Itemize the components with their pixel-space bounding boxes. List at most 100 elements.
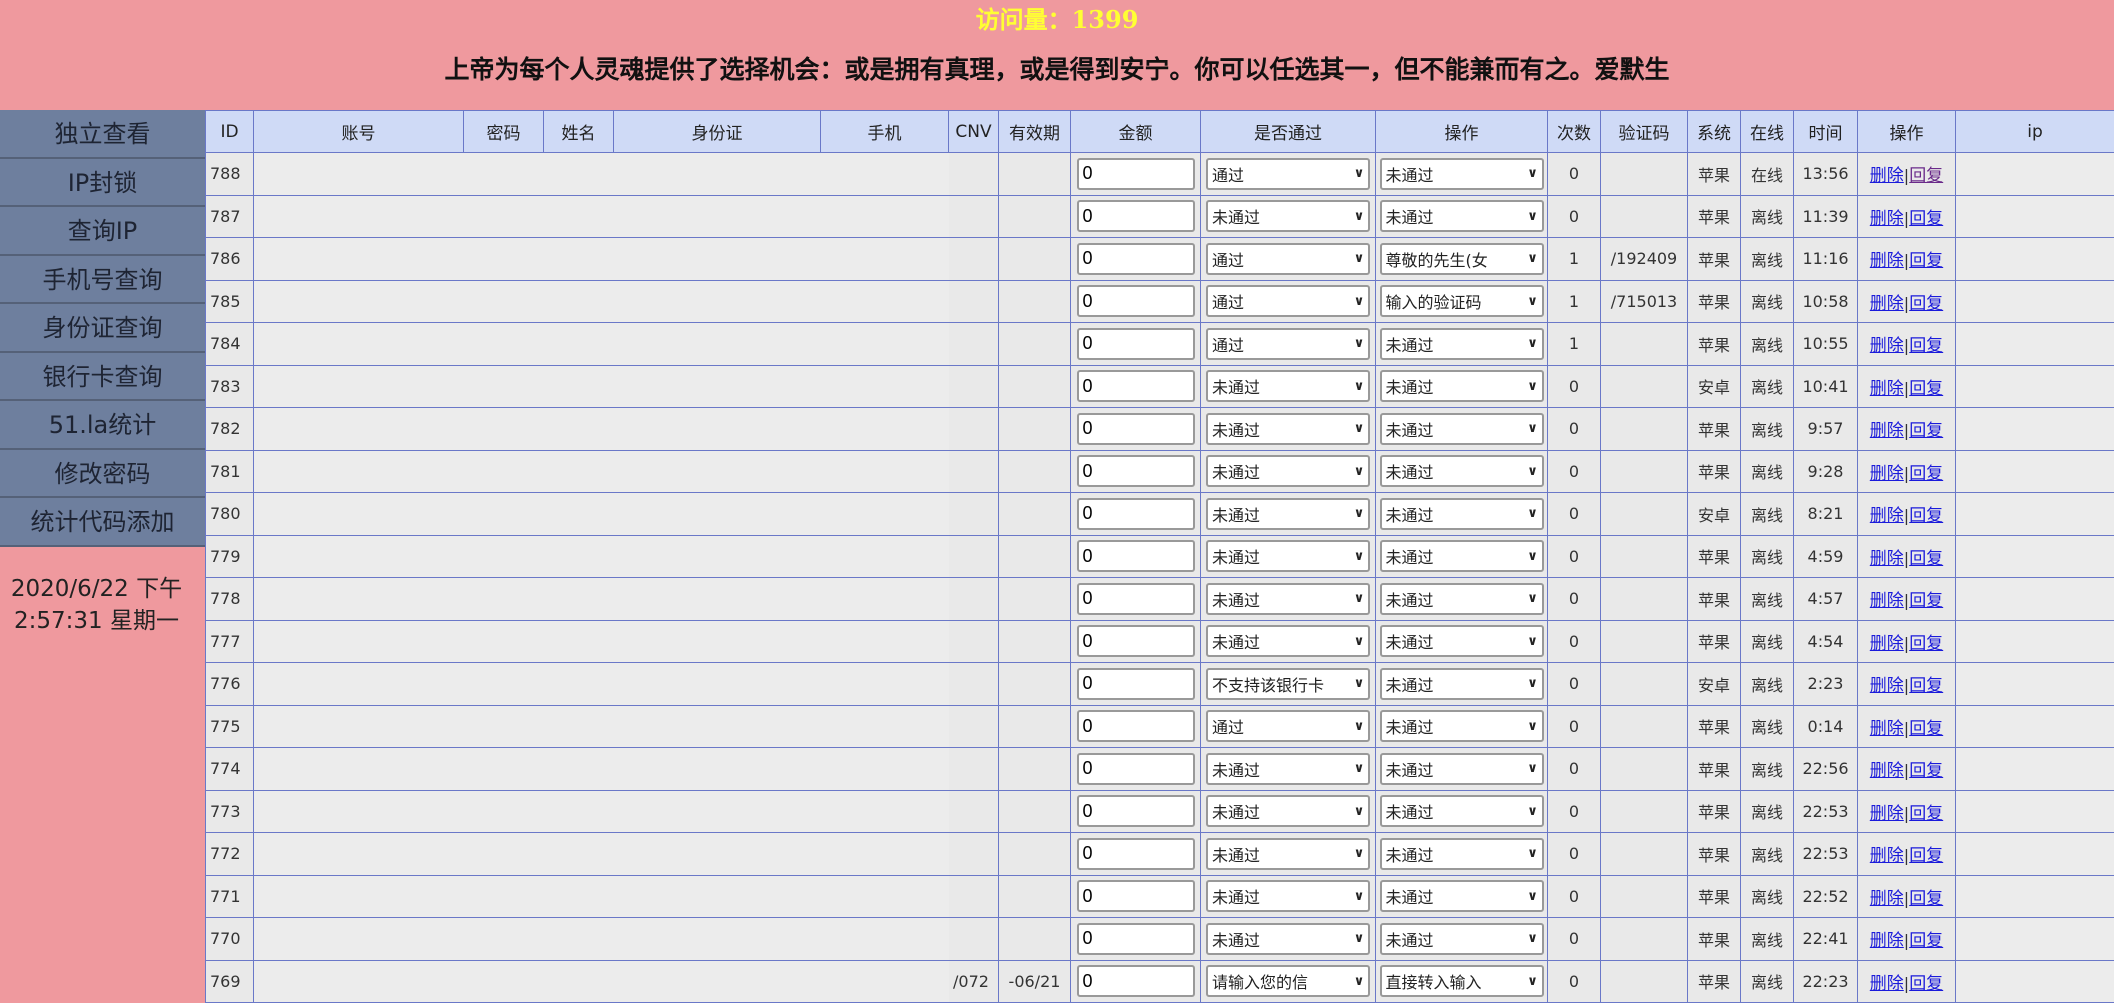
- amount-input[interactable]: [1076, 157, 1195, 190]
- pass-select[interactable]: 不支持该银行卡 ∨: [1206, 667, 1370, 700]
- pass-select[interactable]: 通过 ∨: [1206, 710, 1370, 743]
- amount-input[interactable]: [1076, 752, 1195, 785]
- operation-select[interactable]: 未通过 ∨: [1379, 540, 1544, 573]
- sidebar-item[interactable]: 修改密码: [0, 449, 205, 498]
- pass-select[interactable]: 未通过 ∨: [1206, 582, 1370, 615]
- reply-link[interactable]: 回复: [1909, 421, 1944, 442]
- reply-link[interactable]: 回复: [1909, 251, 1944, 272]
- amount-input[interactable]: [1076, 370, 1195, 403]
- reply-link[interactable]: 回复: [1909, 591, 1944, 612]
- pass-select[interactable]: 通过 ∨: [1206, 242, 1370, 275]
- amount-input[interactable]: [1076, 242, 1195, 275]
- pass-select[interactable]: 未通过 ∨: [1206, 497, 1370, 530]
- reply-link[interactable]: 回复: [1909, 506, 1944, 527]
- sidebar-item[interactable]: 手机号查询: [0, 255, 205, 304]
- amount-input[interactable]: [1076, 710, 1195, 743]
- pass-select[interactable]: 未通过 ∨: [1206, 540, 1370, 573]
- reply-link[interactable]: 回复: [1909, 761, 1944, 782]
- sidebar-item[interactable]: IP封锁: [0, 158, 205, 207]
- operation-select[interactable]: 未通过 ∨: [1379, 667, 1544, 700]
- operation-select[interactable]: 未通过 ∨: [1379, 582, 1544, 615]
- reply-link[interactable]: 回复: [1909, 208, 1944, 229]
- delete-link[interactable]: 删除: [1869, 718, 1904, 739]
- pass-select[interactable]: 未通过 ∨: [1206, 625, 1370, 658]
- delete-link[interactable]: 删除: [1869, 336, 1904, 357]
- operation-select[interactable]: 未通过 ∨: [1379, 922, 1544, 955]
- amount-input[interactable]: [1076, 965, 1195, 998]
- operation-select[interactable]: 未通过 ∨: [1379, 880, 1544, 913]
- delete-link[interactable]: 删除: [1869, 166, 1904, 187]
- pass-select[interactable]: 未通过 ∨: [1206, 200, 1370, 233]
- delete-link[interactable]: 删除: [1869, 803, 1904, 824]
- operation-select[interactable]: 直接转入输入 ∨: [1379, 965, 1544, 998]
- reply-link[interactable]: 回复: [1909, 336, 1944, 357]
- pass-select[interactable]: 通过 ∨: [1206, 327, 1370, 360]
- delete-link[interactable]: 删除: [1869, 633, 1904, 654]
- delete-link[interactable]: 删除: [1869, 293, 1904, 314]
- reply-link[interactable]: 回复: [1909, 803, 1944, 824]
- reply-link[interactable]: 回复: [1909, 676, 1944, 697]
- reply-link[interactable]: 回复: [1909, 463, 1944, 484]
- amount-input[interactable]: [1076, 412, 1195, 445]
- sidebar-item[interactable]: 独立查看: [0, 110, 205, 159]
- delete-link[interactable]: 删除: [1869, 973, 1904, 994]
- amount-input[interactable]: [1076, 922, 1195, 955]
- amount-input[interactable]: [1076, 327, 1195, 360]
- pass-select[interactable]: 未通过 ∨: [1206, 455, 1370, 488]
- operation-select[interactable]: 未通过 ∨: [1379, 327, 1544, 360]
- delete-link[interactable]: 删除: [1869, 931, 1904, 952]
- reply-link[interactable]: 回复: [1909, 293, 1944, 314]
- reply-link[interactable]: 回复: [1909, 973, 1944, 994]
- delete-link[interactable]: 删除: [1869, 421, 1904, 442]
- amount-input[interactable]: [1076, 795, 1195, 828]
- operation-select[interactable]: 未通过 ∨: [1379, 837, 1544, 870]
- amount-input[interactable]: [1076, 497, 1195, 530]
- sidebar-item[interactable]: 查询IP: [0, 207, 205, 256]
- operation-select[interactable]: 未通过 ∨: [1379, 412, 1544, 445]
- pass-select[interactable]: 未通过 ∨: [1206, 370, 1370, 403]
- reply-link[interactable]: 回复: [1909, 378, 1944, 399]
- sidebar-item[interactable]: 51.la统计: [0, 401, 205, 450]
- amount-input[interactable]: [1076, 880, 1195, 913]
- pass-select[interactable]: 未通过 ∨: [1206, 412, 1370, 445]
- delete-link[interactable]: 删除: [1869, 208, 1904, 229]
- delete-link[interactable]: 删除: [1869, 591, 1904, 612]
- sidebar-item[interactable]: 统计代码添加: [0, 498, 205, 547]
- amount-input[interactable]: [1076, 540, 1195, 573]
- amount-input[interactable]: [1076, 667, 1195, 700]
- pass-select[interactable]: 未通过 ∨: [1206, 880, 1370, 913]
- delete-link[interactable]: 删除: [1869, 761, 1904, 782]
- operation-select[interactable]: 未通过 ∨: [1379, 157, 1544, 190]
- amount-input[interactable]: [1076, 625, 1195, 658]
- operation-select[interactable]: 尊敬的先生(女 ∨: [1379, 242, 1544, 275]
- pass-select[interactable]: 请输入您的信 ∨: [1206, 965, 1370, 998]
- delete-link[interactable]: 删除: [1869, 846, 1904, 867]
- amount-input[interactable]: [1076, 582, 1195, 615]
- reply-link[interactable]: 回复: [1909, 166, 1944, 187]
- pass-select[interactable]: 未通过 ∨: [1206, 922, 1370, 955]
- delete-link[interactable]: 删除: [1869, 378, 1904, 399]
- amount-input[interactable]: [1076, 837, 1195, 870]
- pass-select[interactable]: 通过 ∨: [1206, 157, 1370, 190]
- operation-select[interactable]: 未通过 ∨: [1379, 752, 1544, 785]
- operation-select[interactable]: 未通过 ∨: [1379, 795, 1544, 828]
- operation-select[interactable]: 未通过 ∨: [1379, 497, 1544, 530]
- operation-select[interactable]: 未通过 ∨: [1379, 455, 1544, 488]
- reply-link[interactable]: 回复: [1909, 633, 1944, 654]
- operation-select[interactable]: 未通过 ∨: [1379, 200, 1544, 233]
- amount-input[interactable]: [1076, 200, 1195, 233]
- delete-link[interactable]: 删除: [1869, 548, 1904, 569]
- pass-select[interactable]: 未通过 ∨: [1206, 752, 1370, 785]
- amount-input[interactable]: [1076, 455, 1195, 488]
- sidebar-item[interactable]: 身份证查询: [0, 304, 205, 353]
- pass-select[interactable]: 通过 ∨: [1206, 285, 1370, 318]
- delete-link[interactable]: 删除: [1869, 506, 1904, 527]
- delete-link[interactable]: 删除: [1869, 676, 1904, 697]
- delete-link[interactable]: 删除: [1869, 888, 1904, 909]
- delete-link[interactable]: 删除: [1869, 251, 1904, 272]
- reply-link[interactable]: 回复: [1909, 888, 1944, 909]
- pass-select[interactable]: 未通过 ∨: [1206, 795, 1370, 828]
- reply-link[interactable]: 回复: [1909, 931, 1944, 952]
- operation-select[interactable]: 未通过 ∨: [1379, 370, 1544, 403]
- reply-link[interactable]: 回复: [1909, 718, 1944, 739]
